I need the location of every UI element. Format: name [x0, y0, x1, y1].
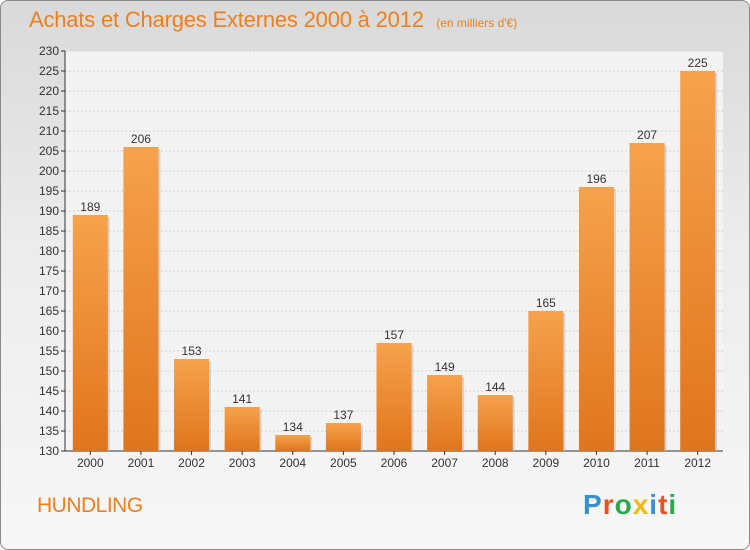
brand-letter: x [632, 489, 650, 520]
y-tick-label: 145 [39, 384, 59, 398]
data-label-2012: 225 [688, 56, 708, 70]
y-tick-labels: 130 135 140 145 150 155 160 165 170 175 180 185 190 1… [39, 44, 59, 458]
brand-letter: o [614, 489, 633, 520]
y-tick-label: 195 [39, 184, 59, 198]
data-label-2001: 206 [131, 132, 151, 146]
y-tick-label: 230 [39, 44, 59, 58]
x-tick-label: 2000 [77, 456, 104, 470]
y-tick-label: 140 [39, 404, 59, 418]
y-tick-label: 165 [39, 304, 59, 318]
x-tick-label: 2001 [128, 456, 155, 470]
x-tick-label: 2011 [634, 456, 660, 470]
data-label-2006: 157 [384, 328, 404, 342]
data-label-2010: 196 [586, 172, 606, 186]
data-label-2003: 141 [232, 392, 252, 406]
data-label-2005: 137 [333, 408, 353, 422]
data-label-2000: 189 [80, 200, 100, 214]
bar-2001 [123, 147, 159, 451]
y-tick-label: 225 [39, 64, 59, 78]
x-tick-label: 2003 [229, 456, 256, 470]
bar-2002 [174, 359, 210, 451]
x-tick-label: 2006 [381, 456, 408, 470]
bar-2012 [680, 71, 716, 451]
data-label-2011: 207 [637, 128, 657, 142]
x-tick-label: 2004 [279, 456, 306, 470]
chart-title: Achats et Charges Externes 2000 à 2012 [29, 7, 424, 32]
brand-letter: i [668, 489, 678, 520]
brand-letter: i [649, 489, 659, 520]
data-label-2008: 144 [485, 380, 505, 394]
bar-2006 [376, 343, 412, 451]
bar-2004 [275, 435, 311, 451]
data-labels: 189 206 153 141 134 137 157 149 144 165 196 207 225 [80, 56, 708, 434]
data-label-2002: 153 [182, 344, 202, 358]
x-tick-label: 2012 [684, 456, 711, 470]
chart-subtitle: (en milliers d'€) [436, 16, 518, 30]
commune-name: HUNDLING [37, 494, 143, 517]
y-tick-label: 200 [39, 164, 59, 178]
bar-2011 [629, 143, 665, 451]
y-tick-label: 185 [39, 224, 59, 238]
x-tick-label: 2007 [431, 456, 458, 470]
y-tick-label: 175 [39, 264, 59, 278]
bar-2003 [224, 407, 260, 451]
bar-2009 [528, 311, 564, 451]
y-tick-label: 160 [39, 324, 59, 338]
x-tick-label: 2009 [532, 456, 559, 470]
x-tick-label: 2005 [330, 456, 357, 470]
brand-logo: Proxiti [583, 489, 677, 521]
y-tick-label: 215 [39, 104, 59, 118]
data-label-2004: 134 [283, 420, 303, 434]
x-tick-label: 2010 [583, 456, 610, 470]
bar-2008 [477, 395, 513, 451]
y-tick-label: 220 [39, 84, 59, 98]
y-tick-label: 205 [39, 144, 59, 158]
data-label-2009: 165 [536, 296, 556, 310]
y-tick-label: 170 [39, 284, 59, 298]
x-tick-label: 2002 [178, 456, 205, 470]
brand-letter: r [602, 489, 615, 520]
y-tick-label: 190 [39, 204, 59, 218]
bar-2000 [72, 215, 108, 451]
data-label-2007: 149 [435, 360, 455, 374]
title-row: Achats et Charges Externes 2000 à 2012 (… [29, 7, 517, 33]
y-tick-label: 130 [39, 444, 59, 458]
bar-2010 [578, 187, 614, 451]
brand-letter: P [583, 489, 603, 520]
y-tick-label: 180 [39, 244, 59, 258]
y-tick-label: 155 [39, 344, 59, 358]
y-tick-label: 210 [39, 124, 59, 138]
bars [72, 71, 718, 451]
y-tick-label: 150 [39, 364, 59, 378]
y-tick-label: 135 [39, 424, 59, 438]
bar-2007 [427, 375, 463, 451]
bar-2005 [325, 423, 361, 451]
brand-letter: t [658, 489, 669, 520]
x-tick-labels: 2000 2001 2002 2003 2004 2005 2006 2007 2008 2009… [77, 456, 711, 470]
x-tick-label: 2008 [482, 456, 509, 470]
